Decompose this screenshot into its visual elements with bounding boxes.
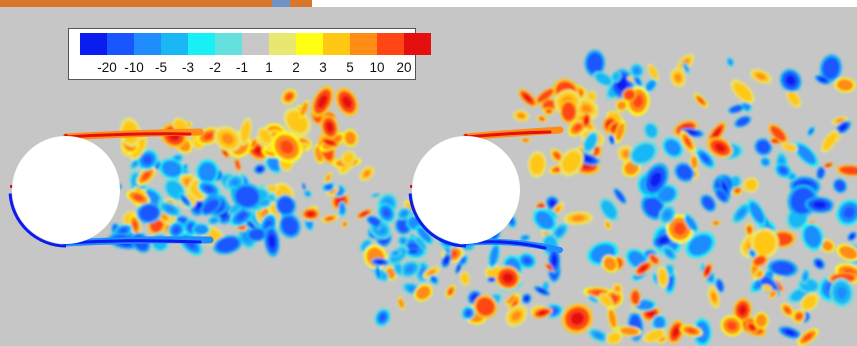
colorbar-legend: -20 -10 -5 -3 -2 -1 1 2 3 5 10 20 bbox=[68, 28, 431, 80]
colorbar-swatch bbox=[80, 33, 107, 55]
top-accent-bar bbox=[0, 0, 857, 7]
colorbar-swatch bbox=[242, 33, 269, 55]
cylinder-downstream bbox=[412, 136, 520, 244]
colorbar-swatch bbox=[269, 33, 296, 55]
colorbar-label: 1 bbox=[265, 60, 273, 75]
accent-segment-orange-2 bbox=[290, 0, 312, 7]
colorbar-swatch bbox=[296, 33, 323, 55]
colorbar-labels: -20 -10 -5 -3 -2 -1 1 2 3 5 10 20 bbox=[69, 60, 415, 78]
colorbar-swatch bbox=[188, 33, 215, 55]
colorbar-swatch bbox=[107, 33, 134, 55]
colorbar-swatch bbox=[350, 33, 377, 55]
cylinder-upstream bbox=[12, 136, 120, 244]
colorbar-label: -5 bbox=[154, 60, 168, 75]
colorbar-label: -10 bbox=[124, 60, 144, 75]
colorbar-swatch bbox=[377, 33, 404, 55]
colorbar-label: 5 bbox=[346, 60, 354, 75]
colorbar-swatch bbox=[134, 33, 161, 55]
accent-segment-orange bbox=[0, 0, 272, 7]
colorbar-label: -20 bbox=[97, 60, 117, 75]
colorbar-swatch bbox=[323, 33, 350, 55]
colorbar-swatch bbox=[215, 33, 242, 55]
colorbar-label: -3 bbox=[181, 60, 195, 75]
colorbar-label: 20 bbox=[396, 60, 412, 75]
colorbar-swatch bbox=[404, 33, 431, 55]
colorbar-label: 2 bbox=[292, 60, 300, 75]
colorbar-label: 3 bbox=[319, 60, 327, 75]
accent-segment-blue bbox=[272, 0, 290, 7]
colorbar-label: -1 bbox=[235, 60, 249, 75]
colorbar-label: -2 bbox=[208, 60, 222, 75]
colorbar-swatches bbox=[80, 33, 431, 55]
colorbar-swatch bbox=[161, 33, 188, 55]
colorbar-label: 10 bbox=[369, 60, 385, 75]
